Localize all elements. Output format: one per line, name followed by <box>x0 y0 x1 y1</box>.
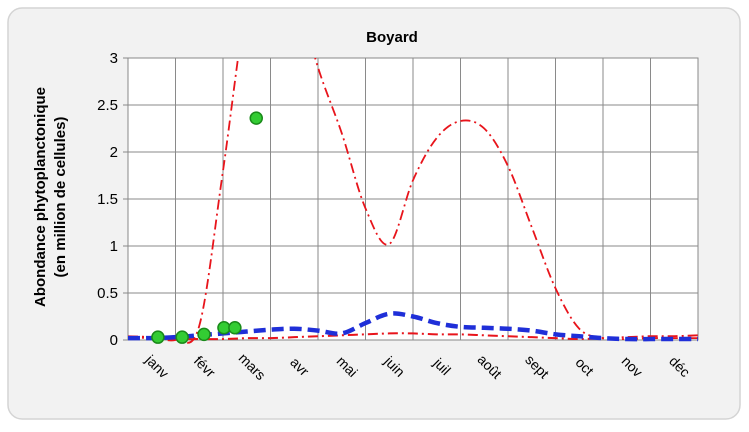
y-tick-label: 1.5 <box>97 191 118 208</box>
y-axis-label-line: (en million de cellules) <box>52 117 69 278</box>
series-line <box>128 332 698 341</box>
y-tick-label: 3 <box>110 50 118 67</box>
y-tick-label: 2.5 <box>97 97 118 114</box>
y-axis-label-line: Abondance phytoplanctonique <box>32 87 49 307</box>
chart-title: Boyard <box>366 29 418 46</box>
y-tick-label: 1 <box>110 238 118 255</box>
data-point <box>249 111 263 125</box>
data-point <box>197 327 211 342</box>
y-tick-label: 2 <box>110 144 118 161</box>
data-point <box>228 321 242 335</box>
data-point <box>151 330 165 344</box>
y-axis-label: Abondance phytoplanctonique (en million … <box>32 87 69 307</box>
data-point <box>175 330 189 344</box>
y-tick-label: 0.5 <box>97 285 118 302</box>
y-tick-label: 0 <box>110 332 118 349</box>
